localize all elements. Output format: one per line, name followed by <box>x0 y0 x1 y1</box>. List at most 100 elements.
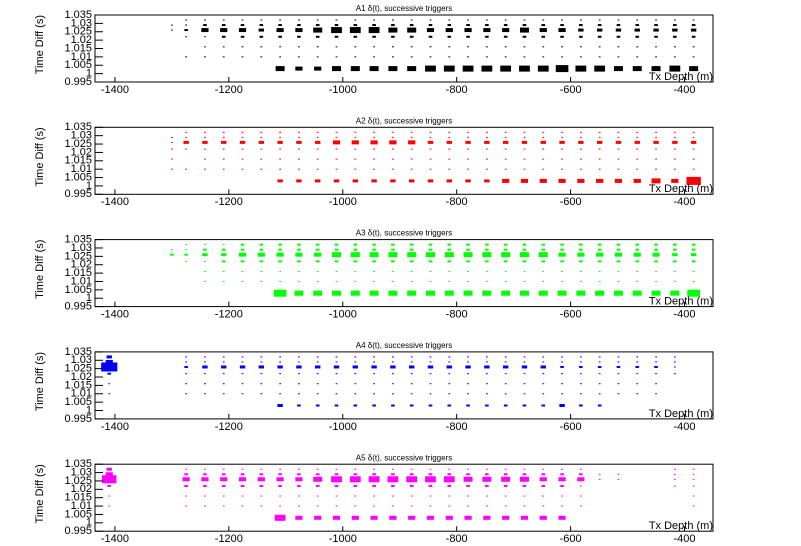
box <box>313 290 323 296</box>
box <box>655 383 657 385</box>
box <box>541 404 546 407</box>
x-tick-label: -1400 <box>101 533 129 545</box>
box <box>204 260 206 262</box>
box <box>692 136 695 138</box>
box <box>220 477 228 482</box>
box <box>502 515 510 520</box>
box <box>279 56 282 58</box>
box <box>485 148 488 150</box>
box <box>504 361 507 363</box>
box <box>240 243 245 246</box>
box <box>523 136 526 138</box>
panel-title: A4 δ(t), successive triggers <box>356 341 452 350</box>
box <box>673 485 676 487</box>
box <box>444 290 454 296</box>
box <box>598 136 601 138</box>
box <box>315 473 320 476</box>
box <box>462 65 474 72</box>
box <box>373 46 375 48</box>
box <box>579 373 582 375</box>
box <box>314 66 322 71</box>
box <box>350 252 360 258</box>
box <box>259 473 264 476</box>
box <box>260 280 263 282</box>
panel-title: A3 δ(t), successive triggers <box>356 229 452 238</box>
box <box>519 476 529 482</box>
x-tick-label: -1400 <box>101 421 129 433</box>
box <box>316 495 319 497</box>
box <box>170 148 173 150</box>
box <box>445 515 453 520</box>
box <box>222 393 225 395</box>
box <box>391 243 395 246</box>
box <box>354 280 357 282</box>
box <box>369 66 379 72</box>
box <box>204 505 206 507</box>
box <box>373 280 375 282</box>
box <box>446 365 452 369</box>
box <box>448 131 451 133</box>
box <box>391 248 395 251</box>
box <box>316 468 319 470</box>
box <box>485 404 489 407</box>
box <box>427 140 434 144</box>
box <box>655 19 657 21</box>
box <box>316 136 319 138</box>
box <box>260 383 263 385</box>
box <box>316 46 319 48</box>
box <box>561 495 563 497</box>
box <box>576 290 586 296</box>
box <box>222 46 225 48</box>
box <box>632 66 642 72</box>
box <box>204 280 206 282</box>
box <box>238 252 247 257</box>
box <box>354 495 357 497</box>
box <box>541 260 546 263</box>
box <box>504 383 507 385</box>
box <box>279 280 282 282</box>
box <box>539 178 547 183</box>
box <box>636 19 639 21</box>
box <box>170 168 173 170</box>
box <box>335 131 338 133</box>
box <box>279 495 282 497</box>
box <box>373 495 375 497</box>
box <box>501 290 511 296</box>
box <box>519 290 529 296</box>
box <box>298 373 300 375</box>
box <box>558 178 566 183</box>
box <box>391 393 394 395</box>
y-tick-label: 1.03 <box>71 130 92 142</box>
box <box>504 356 507 358</box>
box <box>373 270 375 272</box>
box <box>183 140 189 144</box>
box <box>578 140 584 144</box>
box <box>184 253 188 256</box>
box <box>522 404 527 407</box>
y-tick-label: 1 <box>86 180 92 192</box>
box <box>579 468 582 470</box>
box <box>428 473 433 476</box>
box <box>185 393 188 395</box>
box <box>391 270 394 272</box>
box <box>561 373 563 375</box>
box <box>221 473 226 476</box>
box <box>632 290 642 296</box>
box <box>448 270 451 272</box>
box <box>349 27 361 34</box>
box <box>579 260 583 263</box>
box <box>655 373 657 375</box>
box <box>561 361 563 363</box>
box <box>316 19 319 21</box>
box <box>579 24 583 27</box>
box <box>692 19 695 21</box>
box <box>448 46 451 48</box>
box <box>298 148 300 150</box>
box <box>222 136 225 138</box>
y-tick-label: 0.995 <box>64 76 92 88</box>
box <box>408 365 415 369</box>
box <box>467 56 469 58</box>
box <box>387 476 399 483</box>
box <box>297 243 301 246</box>
box <box>105 359 113 364</box>
